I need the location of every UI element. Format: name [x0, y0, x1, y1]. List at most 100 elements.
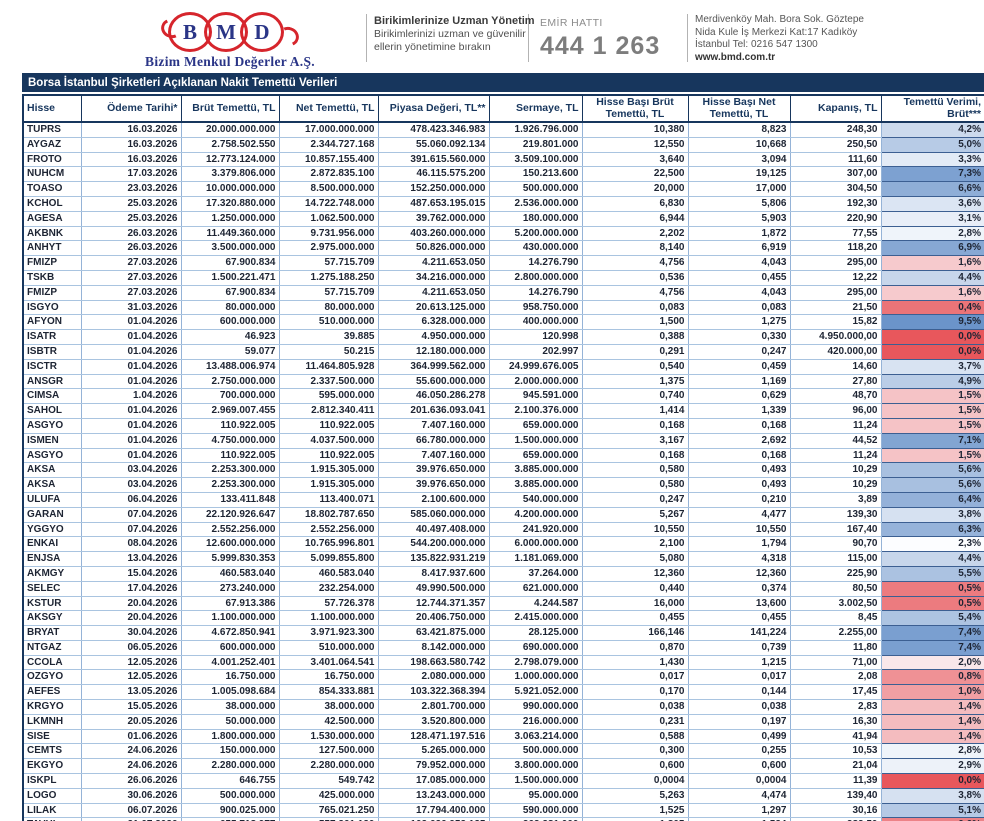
cell-kapanis: 30,16 [790, 803, 882, 819]
cell-piyasa-degeri: 63.421.875.000 [378, 625, 490, 641]
cell-hisse-basi-net: 0,144 [688, 684, 791, 701]
cell-piyasa-degeri: 403.260.000.000 [378, 226, 490, 242]
cell-net-temettu: 2.280.000.000 [279, 758, 379, 775]
column-header-hisse-basi-net: Hisse Başı Net Temettü, TL [687, 94, 791, 123]
table-row: LOGO 30.06.2026 500.000.000 425.000.000 13.2… [23, 788, 984, 804]
cell-net-temettu: 4.037.500.000 [279, 433, 379, 449]
cell-net-temettu: 2.872.835.100 [279, 166, 379, 183]
cell-odeme-tarihi: 13.05.2026 [81, 684, 182, 701]
cell-kapanis: 48,70 [790, 388, 882, 405]
cell-brut-temettu: 67.900.834 [181, 285, 280, 301]
table-row: FMIZP 27.03.2026 67.900.834 57.715.709 4.211… [23, 255, 984, 271]
cell-temettu-verimi: 1,4% [880, 729, 984, 745]
cell-hisse: NTGAZ [23, 640, 82, 656]
cell-temettu-verimi: 0,0% [880, 773, 984, 789]
cell-piyasa-degeri: 6.328.000.000 [378, 314, 490, 331]
cell-odeme-tarihi: 01.04.2026 [81, 448, 182, 464]
cell-hisse-basi-net: 4,043 [688, 285, 791, 301]
column-header-sermaye: Sermaye, TL [488, 94, 583, 123]
cell-hisse-basi-net: 4,474 [688, 788, 791, 804]
cell-hisse-basi-brut: 0,038 [582, 699, 689, 715]
cell-hisse-basi-brut: 5,263 [582, 788, 689, 804]
cell-brut-temettu: 1.005.098.684 [181, 684, 280, 701]
table-row: SISE 01.06.2026 1.800.000.000 1.530.000.000… [23, 729, 984, 745]
cell-brut-temettu: 900.025.000 [181, 803, 280, 819]
slogan-title: Birikimlerinize Uzman Yönetim [374, 15, 535, 27]
cell-hisse-basi-brut: 1,805 [582, 817, 689, 821]
cell-odeme-tarihi: 27.03.2026 [81, 285, 182, 301]
cell-odeme-tarihi: 01.04.2026 [81, 314, 182, 331]
cell-piyasa-degeri: 66.780.000.000 [378, 433, 490, 449]
column-header-kapanis: Kapanış, TL [789, 94, 882, 123]
cell-piyasa-degeri: 478.423.346.983 [378, 122, 490, 138]
cell-net-temettu: 5.099.855.800 [279, 551, 379, 567]
cell-temettu-verimi: 0,4% [880, 300, 984, 316]
cell-piyasa-degeri: 7.407.160.000 [378, 448, 490, 464]
column-header-brut-temettu: Brüt Temettü, TL [180, 94, 280, 123]
cell-brut-temettu: 20.000.000.000 [181, 122, 280, 138]
cell-temettu-verimi: 1,0% [880, 684, 984, 701]
cell-kapanis: 80,50 [790, 581, 882, 597]
cell-brut-temettu: 1.250.000.000 [181, 211, 280, 227]
cell-kapanis: 295,00 [790, 255, 882, 271]
cell-kapanis: 10,29 [790, 462, 882, 479]
cell-kapanis: 2.255,00 [790, 625, 882, 641]
cell-net-temettu: 2.344.727.168 [279, 137, 379, 153]
cell-hisse: ASGYO [23, 418, 82, 434]
cell-odeme-tarihi: 25.03.2026 [81, 196, 182, 212]
cell-hisse: AKSA [23, 477, 82, 493]
cell-net-temettu: 510.000.000 [279, 314, 379, 331]
cell-sermaye: 990.000.000 [489, 699, 583, 715]
cell-sermaye: 24.999.676.005 [489, 359, 583, 375]
cell-kapanis: 139,40 [790, 788, 882, 804]
cell-temettu-verimi: 4,4% [880, 551, 984, 567]
cell-brut-temettu: 4.672.850.941 [181, 625, 280, 641]
cell-sermaye: 180.000.000 [489, 211, 583, 227]
cell-sermaye: 1.500.000.000 [489, 433, 583, 449]
table-row: ASGYO 01.04.2026 110.922.005 110.922.005 7.4… [23, 448, 984, 464]
cell-net-temettu: 113.400.071 [279, 492, 379, 508]
cell-temettu-verimi: 5,1% [880, 803, 984, 819]
cell-kapanis: 17,45 [790, 684, 882, 701]
website-link[interactable]: www.bmd.com.tr [695, 51, 776, 63]
cell-hisse: ISCTR [23, 359, 82, 375]
cell-piyasa-degeri: 8.142.000.000 [378, 640, 490, 656]
cell-temettu-verimi: 1,6% [880, 255, 984, 271]
cell-hisse-basi-net: 0,168 [688, 418, 791, 434]
cell-hisse-basi-net: 1,534 [688, 817, 791, 821]
cell-odeme-tarihi: 07.04.2026 [81, 507, 182, 523]
cell-hisse-basi-brut: 0,588 [582, 729, 689, 745]
cell-net-temettu: 18.802.787.650 [279, 507, 379, 523]
cell-hisse-basi-net: 141,224 [688, 625, 791, 641]
cell-hisse-basi-brut: 0,536 [582, 270, 689, 286]
cell-temettu-verimi: 5,0% [880, 137, 984, 153]
cell-piyasa-degeri: 4.950.000.000 [378, 329, 490, 345]
cell-hisse: AKSGY [23, 610, 82, 627]
cell-piyasa-degeri: 585.060.000.000 [378, 507, 490, 523]
table-row: SELEC 17.04.2026 273.240.000 232.254.000 49.… [23, 581, 984, 597]
cell-kapanis: 250,50 [790, 137, 882, 153]
cell-kapanis: 2,83 [790, 699, 882, 715]
cell-hisse-basi-brut: 3,640 [582, 152, 689, 168]
cell-hisse-basi-brut: 1,500 [582, 314, 689, 331]
cell-sermaye: 202.997 [489, 344, 583, 360]
table-row: FMIZP 27.03.2026 67.900.834 57.715.709 4.211… [23, 285, 984, 301]
bmd-logo: B M D [148, 12, 312, 52]
cell-piyasa-degeri: 55.060.092.134 [378, 137, 490, 153]
cell-brut-temettu: 500.000.000 [181, 788, 280, 804]
cell-odeme-tarihi: 20.04.2026 [81, 596, 182, 612]
cell-hisse-basi-net: 1,339 [688, 403, 791, 419]
cell-odeme-tarihi: 25.03.2026 [81, 211, 182, 227]
cell-hisse-basi-brut: 1,430 [582, 655, 689, 671]
cell-kapanis: 220,90 [790, 211, 882, 227]
cell-hisse: TSKB [23, 270, 82, 286]
cell-odeme-tarihi: 12.05.2026 [81, 655, 182, 671]
cell-net-temettu: 50.215 [279, 344, 379, 360]
cell-hisse: ANHYT [23, 240, 82, 257]
cell-net-temettu: 14.722.748.000 [279, 196, 379, 212]
cell-odeme-tarihi: 06.05.2026 [81, 640, 182, 656]
cell-net-temettu: 765.021.250 [279, 803, 379, 819]
cell-kapanis: 3,89 [790, 492, 882, 508]
cell-temettu-verimi: 0,5% [880, 596, 984, 612]
cell-hisse-basi-net: 0,210 [688, 492, 791, 508]
